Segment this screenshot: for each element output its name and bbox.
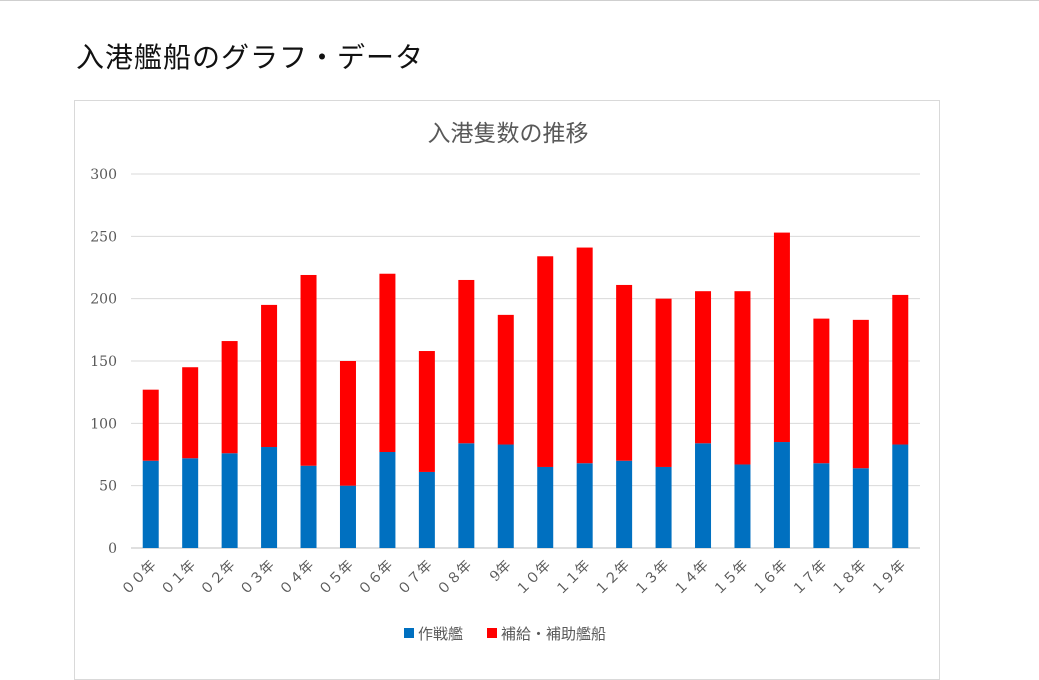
x-tick-label: ０８年 (434, 558, 475, 599)
x-tick-label: ０７年 (395, 558, 436, 599)
x-tick-label: ０３年 (237, 558, 278, 599)
bar-combat-ships (339, 485, 356, 548)
x-tick-label: ０４年 (276, 558, 317, 599)
bar-support-ships (852, 319, 869, 469)
bar-combat-ships (892, 444, 909, 548)
y-tick-label: 200 (90, 292, 117, 308)
legend-label: 作戦艦 (418, 625, 463, 643)
bar-support-ships (458, 279, 475, 444)
y-tick-label: 300 (90, 167, 117, 183)
bar-combat-ships (695, 443, 712, 548)
bar-support-ships (773, 232, 790, 443)
gridlines (131, 173, 920, 549)
bar-combat-ships (300, 465, 317, 548)
bar-support-ships (300, 274, 317, 466)
x-tick-label: ０６年 (355, 558, 396, 599)
x-tick-label: ０１年 (158, 558, 199, 599)
bar-support-ships (695, 291, 712, 444)
page-title: 入港艦船のグラフ・データ (76, 41, 425, 74)
bar-combat-ships (655, 466, 672, 548)
bar-support-ships (813, 318, 830, 464)
legend-swatch (487, 628, 497, 638)
x-tick-label: １８年 (829, 558, 870, 599)
bar-combat-ships (182, 458, 199, 548)
bar-combat-ships (852, 468, 869, 548)
legend: 作戦艦 補給・補助艦船 (404, 625, 606, 643)
y-tick-label: 50 (99, 479, 117, 495)
bar-support-ships (497, 314, 514, 445)
y-tick-label: 100 (90, 416, 117, 432)
bar-combat-ships (458, 443, 475, 548)
bar-combat-ships (813, 463, 830, 548)
top-border-line (0, 0, 1039, 1)
x-tick-label: １９年 (868, 558, 909, 599)
x-tick-label: １３年 (631, 558, 672, 599)
x-tick-label: １１年 (552, 558, 593, 599)
bar-combat-ships (261, 447, 278, 548)
bar-support-ships (576, 247, 593, 464)
bar-support-ships (221, 341, 238, 454)
bar-support-ships (261, 304, 278, 448)
bar-combat-ships (497, 444, 514, 548)
bar-combat-ships (537, 466, 554, 548)
y-tick-label: 150 (90, 354, 117, 370)
x-tick-label: １０年 (513, 558, 554, 599)
bar-support-ships (142, 389, 159, 461)
bar-support-ships (616, 284, 633, 461)
bar-support-ships (892, 294, 909, 445)
x-tick-label: １４年 (671, 558, 712, 599)
legend-label: 補給・補助艦船 (501, 625, 606, 643)
bar-support-ships (655, 298, 672, 467)
bar-combat-ships (379, 452, 396, 548)
x-tick-label: １７年 (789, 558, 830, 599)
chart-title: 入港隻数の推移 (428, 121, 589, 147)
x-tick-label: １２年 (592, 558, 633, 599)
y-tick-label: 250 (90, 229, 117, 245)
bar-combat-ships (616, 460, 633, 548)
y-axis-ticks: 0 50 100 150 200 250 300 (90, 167, 117, 557)
bar-support-ships (418, 351, 435, 472)
x-tick-label: １５年 (710, 558, 751, 599)
chart-container: 入港隻数の推移 0 50 100 150 200 250 300 ００年 ０１年 ０２年 ０３年 ０… (74, 100, 940, 680)
x-tick-label: ０５年 (316, 558, 357, 599)
bar-support-ships (537, 256, 554, 467)
bar-support-ships (379, 273, 396, 453)
bar-support-ships (339, 361, 356, 486)
x-tick-label: 9年 (487, 558, 515, 586)
x-tick-label: １６年 (750, 558, 791, 599)
bar-combat-ships (576, 463, 593, 548)
bar-support-ships (734, 291, 751, 465)
x-tick-label: ００年 (119, 558, 160, 599)
bars (142, 232, 909, 548)
bar-combat-ships (734, 464, 751, 548)
legend-swatch (404, 628, 414, 638)
bar-combat-ships (142, 460, 159, 548)
y-tick-label: 0 (108, 541, 117, 557)
x-tick-label: ０２年 (197, 558, 238, 599)
bar-support-ships (182, 367, 199, 459)
bar-combat-ships (773, 442, 790, 548)
bar-combat-ships (418, 471, 435, 548)
bar-combat-ships (221, 453, 238, 548)
